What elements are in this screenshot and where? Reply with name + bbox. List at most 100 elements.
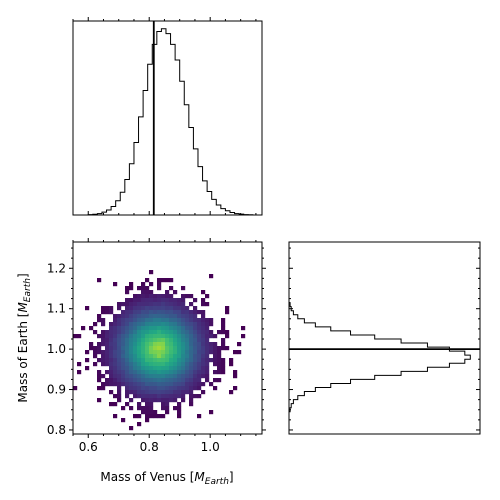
joint-cell (157, 326, 162, 331)
joint-cell (169, 278, 174, 283)
joint-cell (109, 358, 114, 363)
joint-cell (141, 282, 146, 287)
joint-cell (185, 390, 190, 395)
joint-cell (169, 382, 174, 387)
joint-cell (161, 322, 166, 327)
joint-cell (165, 406, 170, 411)
joint-cell (137, 346, 142, 351)
venus-marginal-panel (72, 17, 263, 216)
joint-cell (145, 386, 150, 391)
joint-cell (177, 374, 182, 379)
joint-cell (77, 334, 82, 339)
joint-cell (221, 326, 226, 331)
joint-cell (145, 402, 150, 407)
joint-cell (97, 374, 102, 379)
joint-cell (169, 318, 174, 323)
joint-cell (117, 350, 122, 355)
joint-cell (173, 386, 178, 391)
joint-cell (165, 374, 170, 379)
joint-cell (153, 378, 158, 383)
joint-cell (109, 330, 114, 335)
joint-cell (165, 346, 170, 351)
joint-cell (205, 366, 210, 371)
joint-cell (205, 346, 210, 351)
joint-cell (141, 342, 146, 347)
joint-cell (129, 346, 134, 351)
joint-cell (221, 370, 226, 375)
joint-cell (85, 358, 90, 363)
joint-cell (133, 306, 138, 311)
joint-cell (205, 378, 210, 383)
joint-cell (213, 334, 218, 339)
joint-cell (189, 390, 194, 395)
joint-cell (109, 334, 114, 339)
joint-cell (93, 322, 98, 327)
joint-cell (149, 410, 154, 415)
joint-cell (149, 322, 154, 327)
joint-cell (157, 338, 162, 343)
venus-marginal-ticks (72, 17, 257, 215)
joint-cell (233, 386, 238, 391)
joint-cell (109, 374, 114, 379)
joint-cell (153, 326, 158, 331)
joint-cell (217, 358, 222, 363)
joint-cell (133, 370, 138, 375)
joint-cell (177, 378, 182, 383)
joint-cell (113, 366, 118, 371)
joint-cell (161, 374, 166, 379)
joint-cell (193, 298, 198, 303)
joint-cell (145, 286, 150, 291)
y-axis-label: Mass of Earth [MEarth] (16, 273, 33, 402)
joint-cell (177, 362, 182, 367)
joint-cell (165, 398, 170, 403)
joint-cell (201, 318, 206, 323)
joint-cell (125, 394, 130, 399)
joint-cell (129, 374, 134, 379)
joint-cell (161, 306, 166, 311)
joint-cell (117, 386, 122, 391)
joint-cell (125, 290, 130, 295)
joint-cell (145, 406, 150, 411)
joint-cell (85, 306, 90, 311)
joint-panel: 0.6 0.8 1.0 0.8 0.9 1.0 1.1 1.2 (47, 238, 266, 454)
joint-cell (189, 322, 194, 327)
joint-cell (189, 358, 194, 363)
joint-cell (165, 382, 170, 387)
joint-cell (205, 294, 210, 299)
joint-cell (109, 342, 114, 347)
joint-cell (177, 346, 182, 351)
joint-cell (165, 386, 170, 391)
joint-cell (137, 314, 142, 319)
joint-cell (129, 306, 134, 311)
joint-cell (145, 314, 150, 319)
joint-cell (209, 330, 214, 335)
joint-cell (201, 358, 206, 363)
joint-cell (165, 362, 170, 367)
joint-cell (189, 366, 194, 371)
joint-cell (201, 314, 206, 319)
joint-cell (201, 338, 206, 343)
joint-cell (141, 310, 146, 315)
joint-cell (113, 314, 118, 319)
joint-cell (165, 394, 170, 399)
joint-cell (113, 378, 118, 383)
y-tick-label: 1.1 (47, 302, 66, 316)
joint-cell (145, 290, 150, 295)
joint-cell (197, 342, 202, 347)
joint-cell (169, 354, 174, 359)
joint-cell (201, 298, 206, 303)
joint-cell (197, 346, 202, 351)
joint-cell (181, 342, 186, 347)
joint-cell (205, 318, 210, 323)
joint-cell (133, 334, 138, 339)
joint-cell (185, 358, 190, 363)
joint-cell (233, 370, 238, 375)
joint-cell (93, 346, 98, 351)
joint-cell (181, 362, 186, 367)
joint-cell (133, 338, 138, 343)
joint-cell (169, 394, 174, 399)
joint-cell (145, 366, 150, 371)
joint-cell (117, 378, 122, 383)
joint-cell (169, 322, 174, 327)
joint-cell (157, 306, 162, 311)
